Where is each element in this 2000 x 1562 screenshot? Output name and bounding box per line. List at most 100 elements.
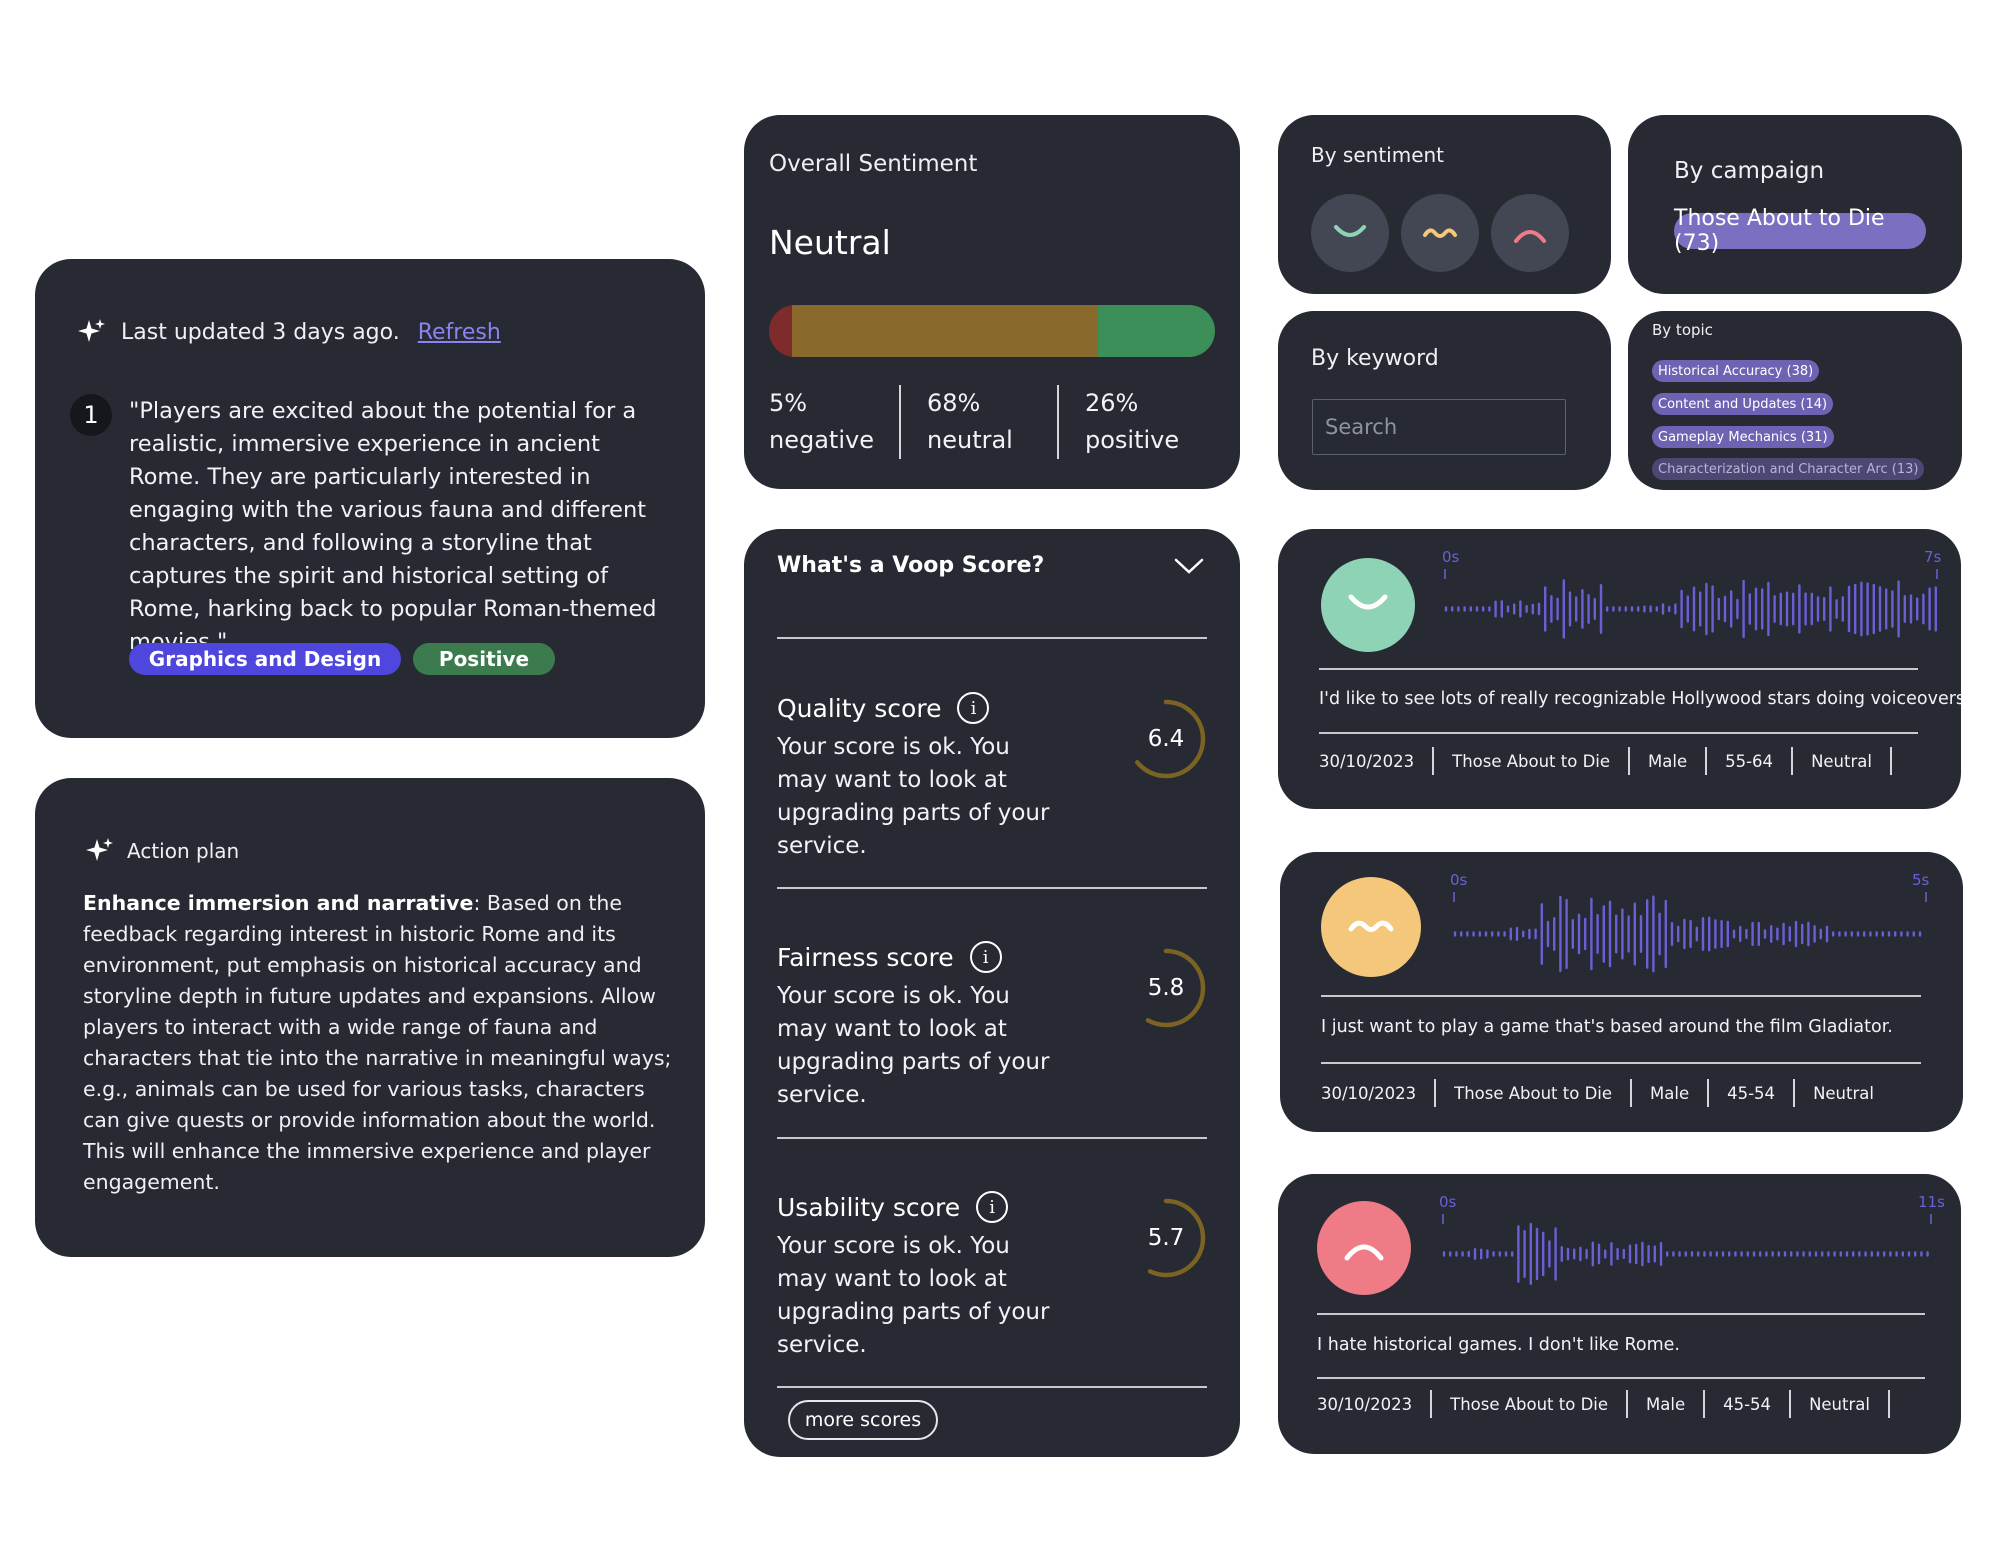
response-transcript: I just want to play a game that's based …	[1321, 1017, 1893, 1037]
response-age: 55-64	[1707, 747, 1794, 775]
last-updated-text: Last updated 3 days ago.	[121, 319, 400, 345]
response-card[interactable]: 0s 7s I'd like to see lots of really rec…	[1278, 529, 1961, 809]
neutral-face-icon	[1423, 228, 1457, 238]
response-sentiment: Neutral	[1791, 1390, 1890, 1418]
overall-sentiment-title: Overall Sentiment	[769, 151, 978, 177]
happy-filter-button[interactable]	[1311, 194, 1389, 272]
divider	[1319, 668, 1918, 670]
action-plan-body: : Based on the feedback regarding intere…	[83, 891, 672, 1194]
sentiment-tag[interactable]: Positive	[413, 643, 555, 675]
response-transcript: I hate historical games. I don't like Ro…	[1317, 1335, 1680, 1355]
happy-face-icon	[1348, 594, 1388, 610]
response-campaign: Those About to Die	[1436, 1079, 1633, 1107]
by-keyword-title: By keyword	[1311, 346, 1439, 371]
response-age: 45-54	[1709, 1079, 1796, 1107]
waveform[interactable]	[1444, 569, 1938, 649]
by-campaign-filter: By campaign Those About to Die (73)	[1628, 115, 1962, 294]
waveform-end-label: 7s	[1924, 548, 1942, 566]
waveform-end-label: 5s	[1912, 871, 1930, 889]
fairness-score-value: 5.8	[1147, 975, 1185, 1001]
fairness-score-ring: 5.8	[1124, 946, 1208, 1030]
overall-sentiment-value: Neutral	[769, 223, 891, 262]
response-date: 30/10/2023	[1317, 1390, 1433, 1418]
action-plan-text: Enhance immersion and narrative: Based o…	[83, 888, 673, 1198]
neutral-segment	[791, 305, 1098, 357]
neutral-percent: 68%	[927, 389, 981, 417]
more-scores-button[interactable]: more scores	[788, 1400, 938, 1440]
chevron-down-icon[interactable]	[1172, 555, 1206, 577]
topic-tag[interactable]: Graphics and Design	[129, 643, 401, 675]
response-card[interactable]: 0s 5s I just want to play a game that's …	[1280, 852, 1963, 1132]
topic-chip[interactable]: Historical Accuracy (38)	[1652, 360, 1820, 382]
quality-score-ring: 6.4	[1124, 697, 1208, 781]
by-campaign-title: By campaign	[1674, 158, 1825, 184]
info-icon[interactable]: i	[957, 692, 990, 724]
info-icon[interactable]: i	[969, 941, 1002, 973]
fairness-score-name: Fairness score	[777, 942, 954, 972]
waveform[interactable]	[1453, 892, 1927, 976]
response-meta: 30/10/2023 Those About to Die Male 45-54…	[1317, 1390, 1890, 1418]
waveform[interactable]	[1442, 1214, 1932, 1294]
campaign-chip[interactable]: Those About to Die (73)	[1674, 206, 1926, 256]
divider	[1321, 995, 1921, 997]
waveform-start-label: 0s	[1450, 871, 1468, 889]
response-transcript: I'd like to see lots of really recogniza…	[1319, 689, 1961, 709]
score-gauge	[1126, 948, 1206, 1028]
response-sentiment: Neutral	[1813, 1083, 1874, 1103]
topic-chip[interactable]: Characterization and Character Arc (13)	[1652, 458, 1925, 480]
info-icon[interactable]: i	[976, 1191, 1009, 1223]
sentiment-stats: 5% negative 68% neutral 26% positive	[769, 385, 1215, 459]
sad-face-icon	[1344, 1244, 1384, 1261]
negative-segment	[769, 305, 792, 357]
divider	[1319, 732, 1918, 734]
by-topic-title: By topic	[1652, 321, 1713, 339]
quality-score-value: 6.4	[1147, 726, 1185, 752]
usability-score-ring: 5.7	[1124, 1196, 1208, 1280]
refresh-link[interactable]: Refresh	[417, 319, 501, 345]
voop-score-title: What's a Voop Score?	[777, 553, 1045, 578]
response-age: 45-54	[1705, 1390, 1792, 1418]
response-meta: 30/10/2023 Those About to Die Male 55-64…	[1319, 747, 1892, 775]
positive-percent: 26%	[1085, 389, 1139, 417]
action-plan-bold: Enhance immersion and narrative	[83, 891, 474, 915]
quality-score-name: Quality score	[777, 693, 942, 723]
usability-score-name: Usability score	[777, 1192, 961, 1222]
fairness-score-desc: Your score is ok. You may want to look a…	[777, 983, 1050, 1108]
neutral-filter-button[interactable]	[1401, 194, 1479, 272]
response-gender: Male	[1630, 747, 1708, 775]
sentiment-avatar	[1321, 877, 1421, 977]
neutral-face-icon	[1348, 920, 1394, 932]
divider	[777, 1386, 1207, 1388]
by-topic-filter: By topic Historical Accuracy (38) Conten…	[1628, 311, 1962, 490]
score-gauge	[1126, 699, 1206, 779]
topic-chip[interactable]: Content and Updates (14)	[1652, 393, 1834, 415]
by-sentiment-filter: By sentiment	[1278, 115, 1611, 294]
divider	[1317, 1313, 1925, 1315]
topic-chip[interactable]: Gameplay Mechanics (31)	[1652, 426, 1834, 448]
quote-number-badge: 1	[70, 394, 112, 436]
by-keyword-filter: By keyword	[1278, 311, 1611, 490]
sad-filter-button[interactable]	[1491, 194, 1569, 272]
keyword-search-input[interactable]	[1312, 399, 1566, 455]
fairness-score-title: Fairness score i	[777, 941, 1002, 973]
divider	[1321, 1062, 1921, 1064]
positive-stat: 26% positive	[1057, 385, 1215, 459]
action-plan-card: Action plan Enhance immersion and narrat…	[35, 778, 705, 1257]
usability-score-value: 5.7	[1147, 1225, 1185, 1251]
action-plan-header: Action plan	[85, 836, 239, 866]
quality-score-desc: Your score is ok. You may want to look a…	[777, 734, 1050, 859]
waveform-end-label: 11s	[1918, 1193, 1945, 1211]
usability-score-desc: Your score is ok. You may want to look a…	[777, 1233, 1050, 1358]
waveform-start-label: 0s	[1439, 1193, 1457, 1211]
neutral-label: neutral	[927, 426, 1013, 454]
response-campaign: Those About to Die	[1432, 1390, 1629, 1418]
score-gauge	[1126, 1198, 1206, 1278]
sad-face-icon	[1514, 230, 1546, 243]
response-campaign: Those About to Die	[1434, 747, 1631, 775]
response-card[interactable]: 0s 11s I hate historical games. I don't …	[1278, 1174, 1961, 1454]
sentiment-avatar	[1321, 558, 1415, 652]
sentiment-avatar	[1317, 1201, 1411, 1295]
divider	[1317, 1377, 1925, 1379]
divider	[777, 1137, 1207, 1139]
divider	[777, 637, 1207, 639]
